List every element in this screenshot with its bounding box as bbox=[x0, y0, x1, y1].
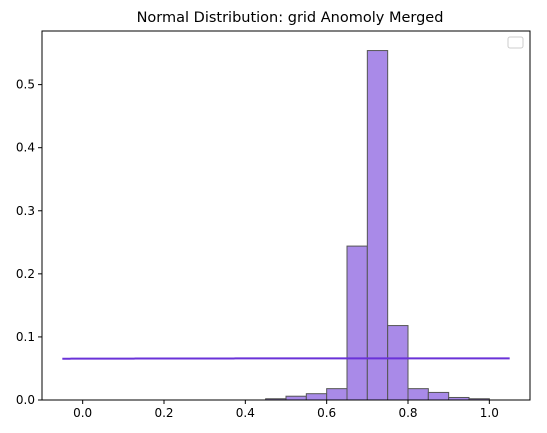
histogram-bar-5 bbox=[366, 50, 389, 401]
plot-frame bbox=[41, 30, 531, 401]
histogram-bar-4 bbox=[346, 245, 368, 401]
y-tick-label-4: 0.4 bbox=[16, 141, 35, 155]
y-tick-label-0: 0.0 bbox=[16, 393, 35, 407]
y-tick-label-2: 0.2 bbox=[16, 267, 35, 281]
x-tick-label-5: 1.0 bbox=[480, 406, 499, 420]
x-tick-label-0: 0.0 bbox=[73, 406, 92, 420]
histogram-bar-7 bbox=[407, 388, 429, 401]
axes-layer: 0.0 0.2 0.4 0.6 0.8 1.0 0.0 0.1 0.2 0.3 0.4 0.5 bbox=[16, 30, 531, 420]
histogram-bar-2 bbox=[305, 393, 328, 401]
chart-title: Normal Distribution: grid Anomoly Merged bbox=[137, 10, 444, 26]
x-tick-label-3: 0.6 bbox=[317, 406, 336, 420]
x-tick-label-4: 0.8 bbox=[398, 406, 417, 420]
histogram-bar-1 bbox=[285, 395, 307, 401]
y-tick-label-5: 0.5 bbox=[16, 78, 35, 92]
legend-layer bbox=[507, 36, 524, 49]
histogram-bar-3 bbox=[326, 388, 348, 401]
y-tick-label-1: 0.1 bbox=[16, 330, 35, 344]
legend-box bbox=[507, 36, 524, 49]
y-tick-label-3: 0.3 bbox=[16, 204, 35, 218]
histogram-bar-8 bbox=[427, 391, 450, 401]
x-tick-label-2: 0.4 bbox=[236, 406, 255, 420]
histogram-bar-6 bbox=[387, 325, 409, 401]
x-tick-label-1: 0.2 bbox=[154, 406, 173, 420]
bars-layer bbox=[265, 50, 490, 401]
